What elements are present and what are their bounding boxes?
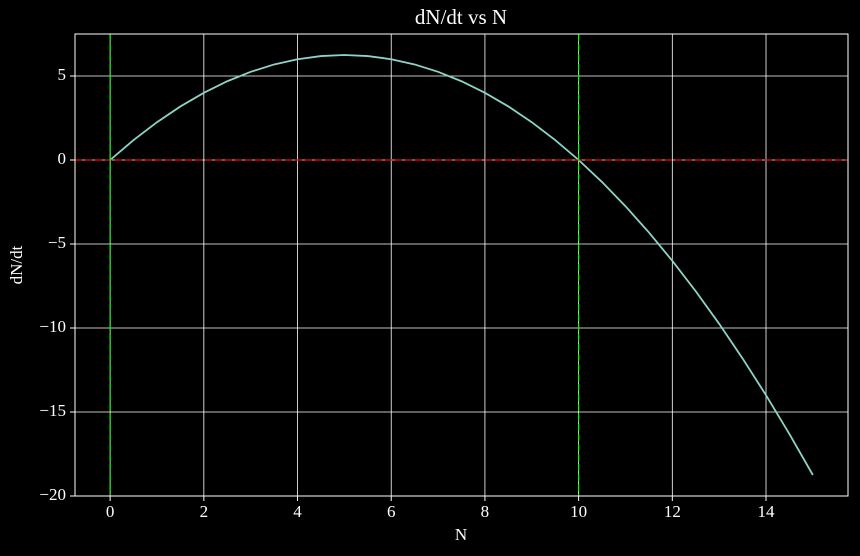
y-tick-label: −20 bbox=[39, 485, 66, 504]
y-tick-label: −5 bbox=[48, 233, 66, 252]
y-axis-label: dN/dt bbox=[7, 245, 26, 284]
x-tick-label: 12 bbox=[664, 502, 681, 521]
x-tick-label: 2 bbox=[200, 502, 209, 521]
x-tick-label: 10 bbox=[570, 502, 587, 521]
y-tick-label: 0 bbox=[58, 149, 67, 168]
x-tick-label: 4 bbox=[293, 502, 302, 521]
chart-title: dN/dt vs N bbox=[415, 5, 507, 29]
data-line bbox=[109, 54, 814, 476]
x-tick-label: 8 bbox=[481, 502, 490, 521]
y-tick-label: 5 bbox=[58, 65, 67, 84]
x-tick-label: 0 bbox=[106, 502, 115, 521]
x-tick-label: 14 bbox=[758, 502, 776, 521]
x-axis-label: N bbox=[455, 525, 467, 544]
x-tick-label: 6 bbox=[387, 502, 396, 521]
y-tick-label: −15 bbox=[39, 401, 66, 420]
y-tick-label: −10 bbox=[39, 317, 66, 336]
plot-frame bbox=[74, 33, 849, 497]
